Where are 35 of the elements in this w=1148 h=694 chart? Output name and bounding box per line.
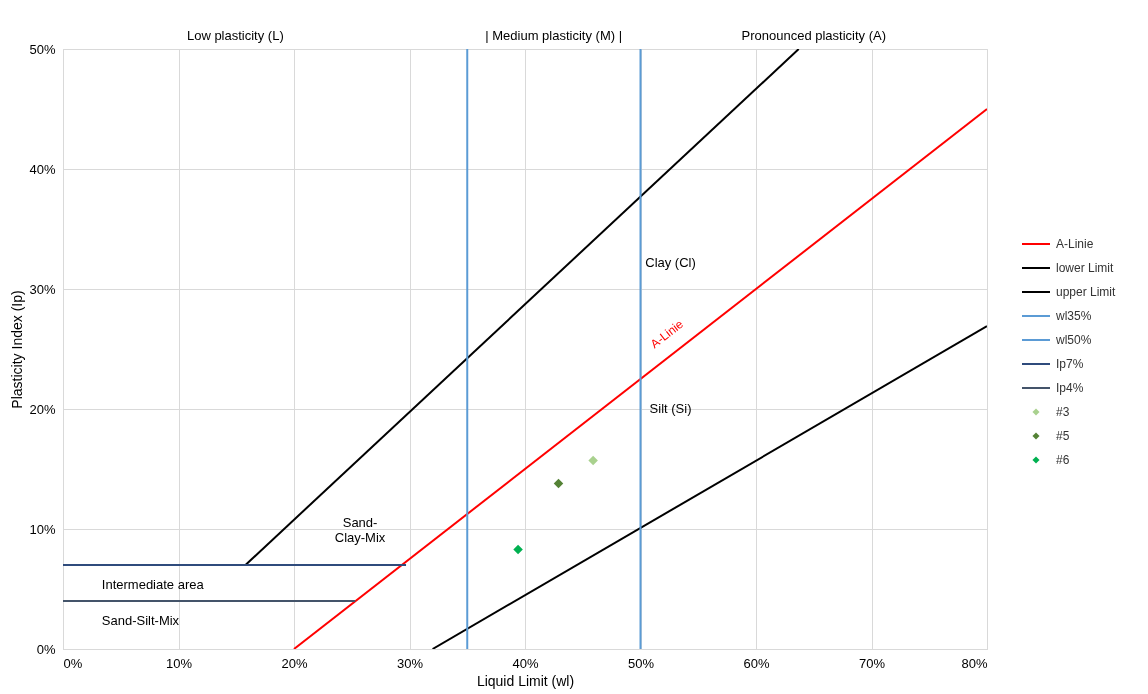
annotation: Sand-Silt-Mix <box>101 613 180 629</box>
x-tick-label: 10% <box>165 655 193 671</box>
legend-label: wl35% <box>1055 309 1092 323</box>
x-tick-label: 50% <box>627 655 655 671</box>
text: | Medium plasticity (M) | <box>485 28 623 43</box>
legend-label: Ip7% <box>1056 357 1084 371</box>
legend-label: upper Limit <box>1056 285 1117 299</box>
legend-label: A-Linie <box>1056 237 1094 251</box>
annotation: Silt (Si) <box>649 401 692 416</box>
y-tick-label: 30% <box>29 281 56 297</box>
legend-label: lower Limit <box>1056 261 1115 275</box>
y-axis-title: Plasticity Index (Ip) <box>9 290 26 409</box>
x-tick-label: 0% <box>63 655 83 671</box>
legend-label: #6 <box>1056 453 1070 467</box>
legend-label: Ip4% <box>1056 381 1084 395</box>
y-tick-label: 20% <box>29 401 56 417</box>
y-tick-label: 50% <box>29 41 56 57</box>
legend-label: #3 <box>1056 405 1070 419</box>
text: Pronounced plasticity (A) <box>741 28 887 43</box>
text: Low plasticity (L) <box>186 28 284 43</box>
x-tick-label: 20% <box>281 655 308 671</box>
annotation: Sand- Clay-Mix <box>334 515 386 545</box>
annotation: Clay (Cl) <box>645 255 696 271</box>
x-tick-label: 70% <box>858 655 886 671</box>
y-tick-label: 40% <box>29 161 56 177</box>
x-tick-label: 40% <box>512 655 539 671</box>
legend-label: wl50% <box>1055 333 1092 347</box>
legend-label: #5 <box>1056 429 1070 443</box>
x-axis-title: Liquid Limit (wl) <box>476 672 575 689</box>
x-tick-label: 30% <box>396 655 424 671</box>
x-tick-label: 60% <box>743 655 770 671</box>
annotation: Intermediate area <box>101 576 205 592</box>
x-tick-label: 80% <box>961 655 988 671</box>
y-tick-label: 10% <box>29 521 56 537</box>
y-tick-label: 0% <box>36 641 56 657</box>
